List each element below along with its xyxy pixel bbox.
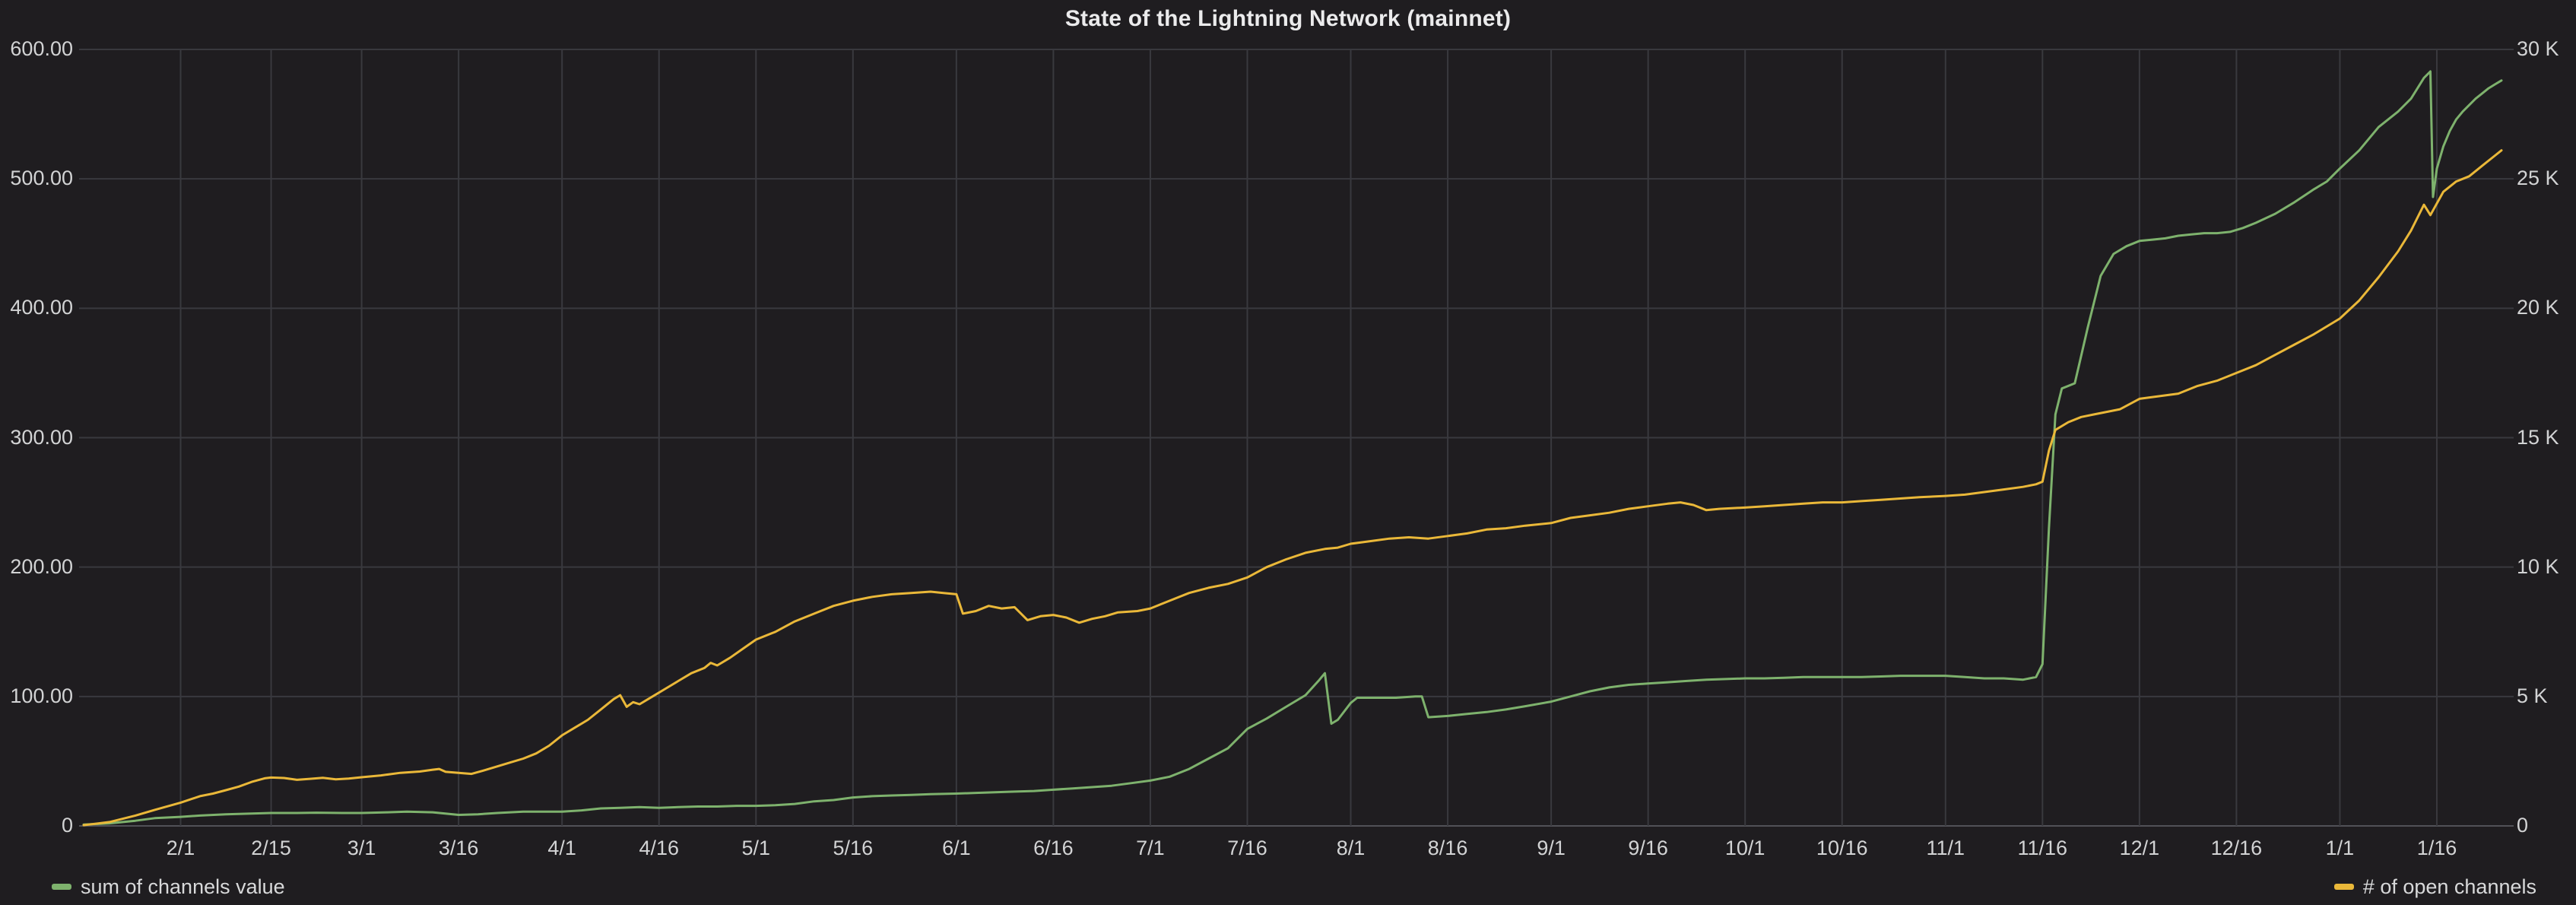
y-right-tick-label: 20 K — [2517, 296, 2559, 319]
x-tick-label: 3/16 — [438, 837, 479, 859]
x-tick-label: 8/1 — [1336, 837, 1366, 859]
series-swatch-green — [52, 884, 71, 890]
x-tick-label: 1/16 — [2416, 837, 2457, 859]
series-line--of-open-channels — [82, 149, 2503, 827]
x-tick-label: 3/1 — [347, 837, 376, 859]
x-tick-label: 11/1 — [1926, 837, 1965, 859]
x-tick-label: 10/16 — [1816, 837, 1868, 859]
x-tick-label: 12/1 — [2119, 837, 2160, 859]
x-tick-label: 5/1 — [741, 837, 771, 859]
panel-title[interactable]: State of the Lightning Network (mainnet) — [1064, 6, 1512, 31]
x-tick-label: 2/1 — [166, 837, 195, 859]
x-tick-label: 9/16 — [1628, 837, 1668, 859]
x-tick-label: 4/1 — [547, 837, 576, 859]
x-tick-label: 7/16 — [1227, 837, 1267, 859]
x-tick-label: 8/16 — [1427, 837, 1468, 859]
legend-label-open-channels: # of open channels — [2362, 875, 2536, 898]
y-left-tick-label: 200.00 — [10, 554, 73, 578]
y-left-tick-label: 100.00 — [10, 684, 73, 707]
y-right-tick-label: 10 K — [2517, 554, 2559, 578]
y-left-tick-label: 300.00 — [10, 425, 73, 449]
y-right-tick-label: 5 K — [2517, 684, 2548, 707]
y-left-tick-label: 0 — [61, 814, 73, 837]
y-left-tick-label: 500.00 — [10, 167, 73, 190]
x-tick-label: 9/1 — [1537, 837, 1566, 859]
chart-svg — [79, 49, 2514, 827]
legend-item-sum-of-channels-value[interactable]: sum of channels value — [52, 873, 285, 900]
y-right-tick-label: 25 K — [2517, 167, 2559, 190]
x-tick-label: 1/1 — [2325, 837, 2355, 859]
x-tick-label: 2/15 — [251, 837, 291, 859]
y-left-tick-label: 400.00 — [10, 296, 73, 319]
plot-area[interactable] — [79, 49, 2514, 827]
y-right-tick-label: 30 K — [2517, 37, 2559, 60]
legend-label-sum-of-channels-value: sum of channels value — [81, 875, 285, 898]
x-tick-label: 4/16 — [639, 837, 680, 859]
x-tick-label: 12/16 — [2210, 837, 2263, 859]
y-left-tick-label: 600.00 — [10, 37, 73, 60]
series-line-sum-of-channels-value — [82, 70, 2503, 826]
x-tick-label: 6/1 — [942, 837, 971, 859]
x-tick-label: 6/16 — [1033, 837, 1074, 859]
x-tick-label: 5/16 — [833, 837, 874, 859]
y-right-tick-label: 15 K — [2517, 425, 2559, 449]
x-tick-label: 7/1 — [1136, 837, 1165, 859]
x-tick-label: 11/16 — [2017, 837, 2068, 859]
y-right-tick-label: 0 — [2517, 814, 2529, 837]
series-swatch-yellow — [2333, 884, 2354, 890]
x-tick-label: 10/1 — [1724, 837, 1765, 859]
legend-item-open-channels[interactable]: # of open channels — [2333, 873, 2536, 900]
